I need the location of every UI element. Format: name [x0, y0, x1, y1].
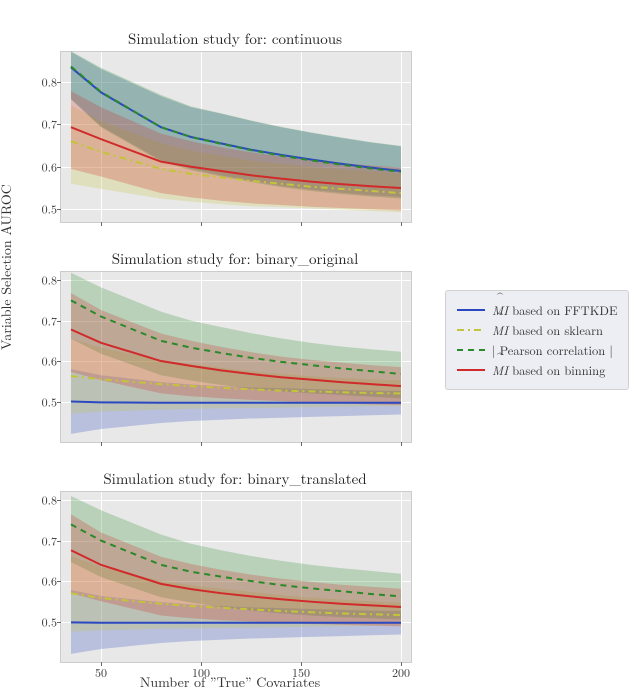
legend-item-sklearn: ^MI based on sklearn: [456, 321, 618, 339]
x-tick-label: 100: [192, 662, 210, 681]
legend-label: | Pearson correlation |: [492, 341, 613, 359]
panel-title: Simulation study for: continuous: [60, 28, 410, 49]
plot-area: 0.50.60.70.8: [60, 271, 412, 443]
legend-label: ^MI based on sklearn: [492, 321, 603, 339]
panel-title: Simulation study for: binary_translated: [60, 468, 410, 489]
plot-area: 0.50.60.70.850100150200: [60, 491, 412, 663]
legend-item-fftkde: ^MI based on FFTKDE: [456, 301, 618, 319]
legend-box: ^MI based on FFTKDE ^MI based on sklearn |…: [445, 290, 629, 390]
legend-label: ^MI based on binning: [492, 361, 605, 379]
x-tick-label: 200: [392, 662, 410, 681]
x-tick-label: 50: [95, 662, 107, 681]
plot-area: 0.50.60.70.8: [60, 51, 412, 223]
chart-svg: [61, 492, 411, 662]
panel: Simulation study for: binary_translated0…: [60, 468, 410, 663]
figure: Variable Selection AUROC Number of ”True…: [0, 0, 640, 700]
legend-label: ^MI based on FFTKDE: [492, 301, 618, 319]
panel: Simulation study for: continuous0.50.60.…: [60, 28, 410, 223]
legend-item-pearson: | Pearson correlation |: [456, 341, 618, 359]
panel-title: Simulation study for: binary_original: [60, 248, 410, 269]
chart-svg: [61, 272, 411, 442]
panel: Simulation study for: binary_original0.5…: [60, 248, 410, 443]
legend-item-binning: ^MI based on binning: [456, 361, 618, 379]
chart-svg: [61, 52, 411, 222]
x-tick-label: 150: [292, 662, 310, 681]
y-axis-label: Variable Selection AUROC: [0, 184, 16, 350]
